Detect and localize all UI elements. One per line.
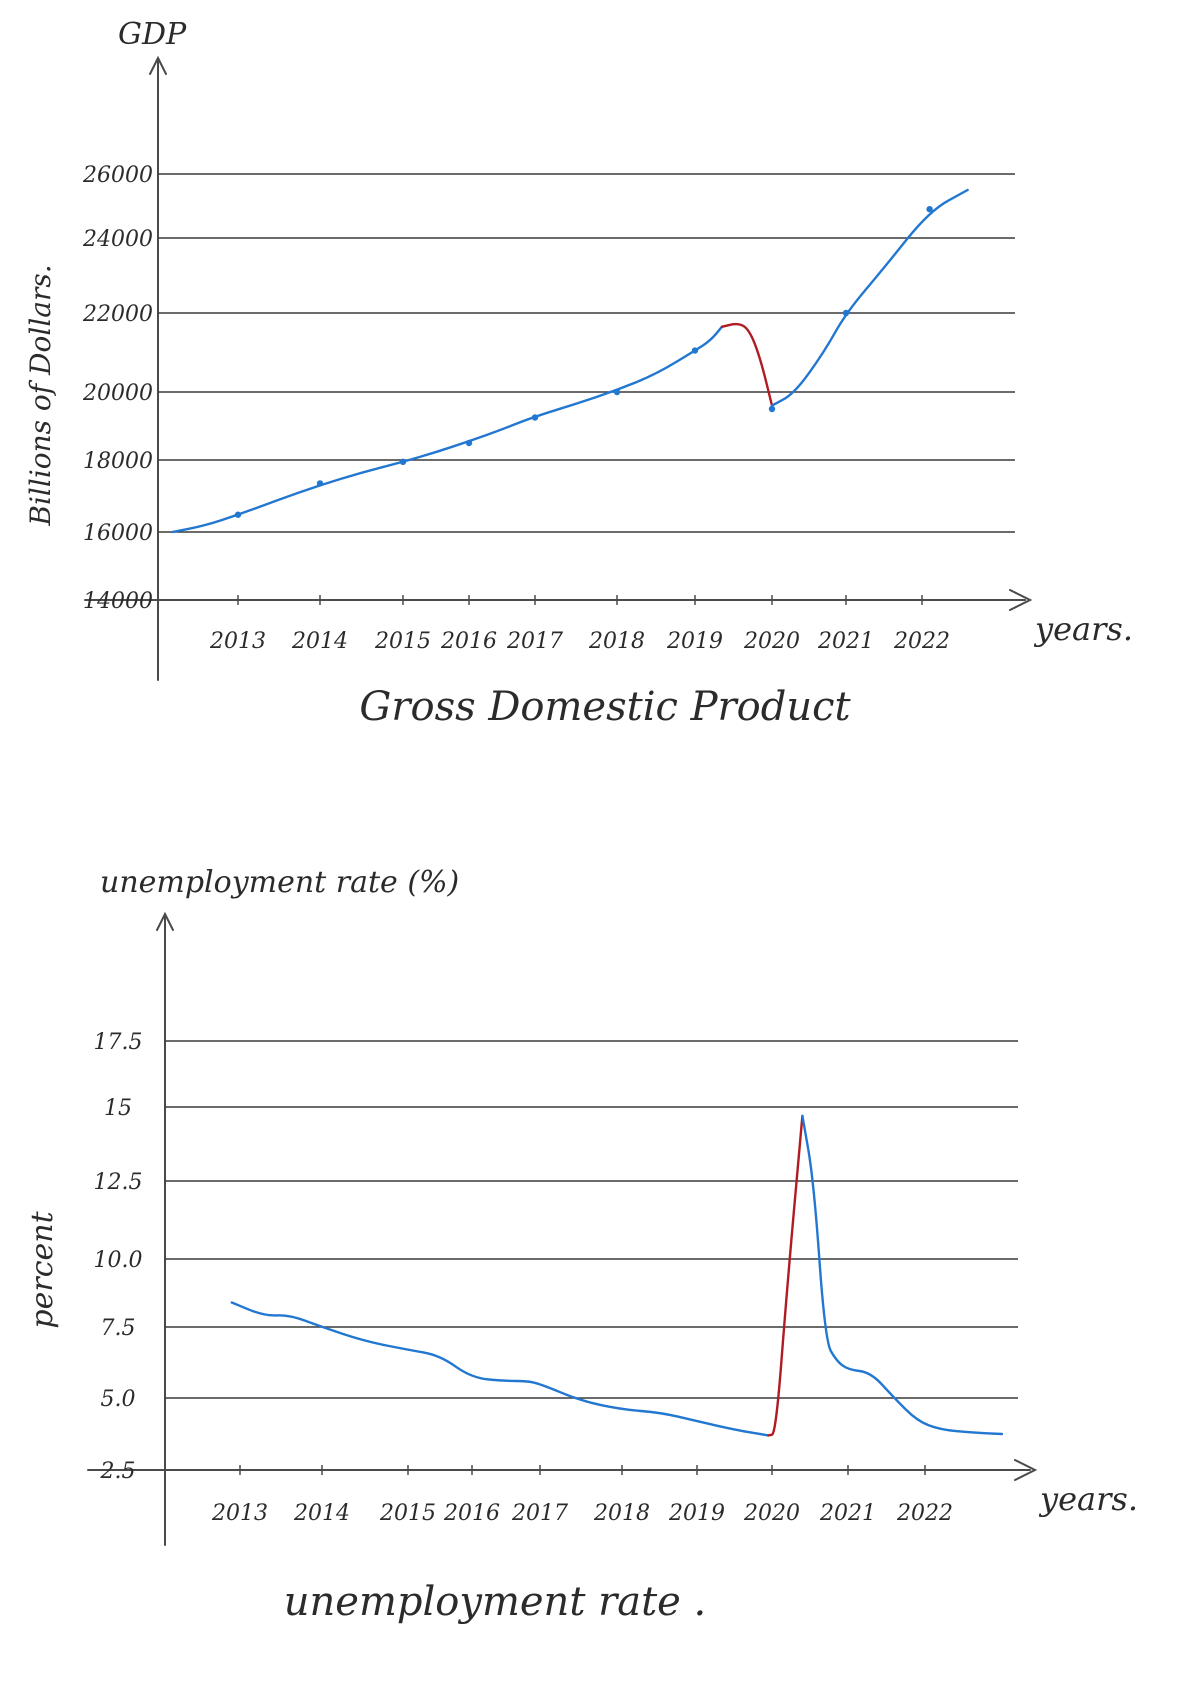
gdp-top-axis-label: GDP bbox=[118, 17, 187, 52]
unemp-y-tick-label: 10.0 bbox=[94, 1248, 143, 1273]
gdp-data-point bbox=[926, 206, 933, 213]
gdp-data-point bbox=[399, 458, 407, 465]
gdp-x-axis-arrow bbox=[1009, 589, 1033, 611]
gdp-x-tick-label: 2015 bbox=[374, 629, 431, 654]
unemp-series-line bbox=[230, 1301, 770, 1437]
unemp-series-line bbox=[767, 1114, 804, 1437]
unemp-x-tick-label: 2018 bbox=[593, 1501, 650, 1526]
gdp-x-tick-label: 2018 bbox=[588, 629, 645, 654]
unemp-x-axis-arrow bbox=[1014, 1459, 1038, 1481]
unemp-x-tick-label: 2015 bbox=[379, 1501, 436, 1526]
unemp-x-tick-label: 2022 bbox=[896, 1501, 953, 1526]
unemp-x-tick-label: 2013 bbox=[211, 1501, 268, 1526]
unemp-y-tick-label: 15 bbox=[104, 1096, 132, 1121]
gdp-x-tick-label: 2016 bbox=[440, 629, 497, 654]
unemp-x-ticks: 2013 2014 2015 2016 2017 2018 2019 2020 2021 2022 bbox=[211, 1465, 953, 1526]
gdp-y-tick-label: 24000 bbox=[82, 227, 153, 252]
gdp-x-tick-label: 2013 bbox=[209, 629, 266, 654]
gdp-x-tick-label: 2019 bbox=[666, 629, 723, 654]
unemp-y-tick-label: 12.5 bbox=[94, 1170, 143, 1195]
unemp-y-axis-arrow bbox=[156, 911, 174, 931]
unemp-x-tick-label: 2014 bbox=[293, 1501, 350, 1526]
gdp-data-point bbox=[234, 511, 242, 518]
gdp-series bbox=[171, 188, 969, 534]
gdp-y-tick-label: 20000 bbox=[82, 381, 153, 406]
unemp-gridlines bbox=[165, 1040, 1018, 1399]
gdp-series-line bbox=[770, 188, 969, 407]
gdp-x-tick-label: 2021 bbox=[817, 629, 874, 654]
gdp-x-tick-label: 2022 bbox=[893, 629, 950, 654]
gdp-series-line bbox=[720, 322, 774, 407]
unemp-y-tick-label: 7.5 bbox=[101, 1316, 136, 1341]
gdp-x-axis-label: years. bbox=[1033, 610, 1133, 648]
unemp-side-axis-label: percent bbox=[25, 1210, 60, 1328]
unemp-x-tick-label: 2017 bbox=[511, 1501, 568, 1526]
gdp-data-point bbox=[465, 439, 473, 447]
gdp-data-point bbox=[316, 480, 324, 487]
gdp-x-ticks: 2013 2014 2015 2016 2017 2018 2019 2020 2021 2022 bbox=[209, 595, 950, 654]
gdp-y-tick-label: 22000 bbox=[82, 302, 153, 327]
gdp-x-tick-label: 2014 bbox=[291, 629, 348, 654]
unemp-y-tick-label: 2.5 bbox=[100, 1459, 136, 1484]
gdp-data-point bbox=[531, 414, 539, 421]
unemp-top-axis-label: unemployment rate (%) bbox=[100, 865, 459, 900]
unemployment-chart: 2013 2014 2015 2016 2017 2018 2019 2020 2021 2022… bbox=[25, 865, 1138, 1625]
unemp-chart-title: unemployment rate . bbox=[284, 1579, 707, 1625]
gdp-y-axis-arrow bbox=[149, 55, 167, 75]
unemp-x-axis-label: years. bbox=[1038, 1480, 1138, 1518]
unemp-y-tick-label: 5.0 bbox=[101, 1387, 136, 1412]
unemp-series bbox=[230, 1114, 1004, 1437]
unemp-y-tick-label: 17.5 bbox=[94, 1030, 143, 1055]
unemp-y-ticks: 2.5 5.0 7.5 10.0 12.5 15 17.5 bbox=[94, 1030, 143, 1484]
gdp-y-tick-label: 16000 bbox=[83, 521, 153, 546]
gdp-data-point bbox=[768, 405, 776, 413]
gdp-side-axis-label: Billions of Dollars. bbox=[24, 264, 57, 526]
gdp-y-ticks: 14000 16000 18000 20000 22000 24000 26000 bbox=[82, 163, 153, 614]
unemp-x-tick-label: 2021 bbox=[819, 1501, 876, 1526]
gdp-chart: 2013 2014 2015 2016 2017 2018 2019 2020 2021 2022… bbox=[24, 17, 1133, 730]
unemp-x-tick-label: 2016 bbox=[443, 1501, 500, 1526]
gdp-y-tick-label: 18000 bbox=[83, 449, 153, 474]
unemp-x-tick-label: 2019 bbox=[668, 1501, 725, 1526]
gdp-x-tick-label: 2017 bbox=[506, 629, 563, 654]
gdp-y-tick-label: 14000 bbox=[83, 589, 153, 614]
gdp-x-tick-label: 2020 bbox=[743, 629, 800, 654]
unemp-series-line bbox=[801, 1114, 1004, 1436]
gdp-data-point bbox=[613, 388, 621, 396]
gdp-y-tick-label: 26000 bbox=[82, 163, 153, 188]
gdp-data-point bbox=[691, 347, 699, 354]
gdp-series-line bbox=[171, 325, 724, 534]
gdp-gridlines bbox=[158, 173, 1015, 533]
unemp-x-tick-label: 2020 bbox=[743, 1501, 800, 1526]
gdp-chart-title: Gross Domestic Product bbox=[359, 684, 851, 730]
